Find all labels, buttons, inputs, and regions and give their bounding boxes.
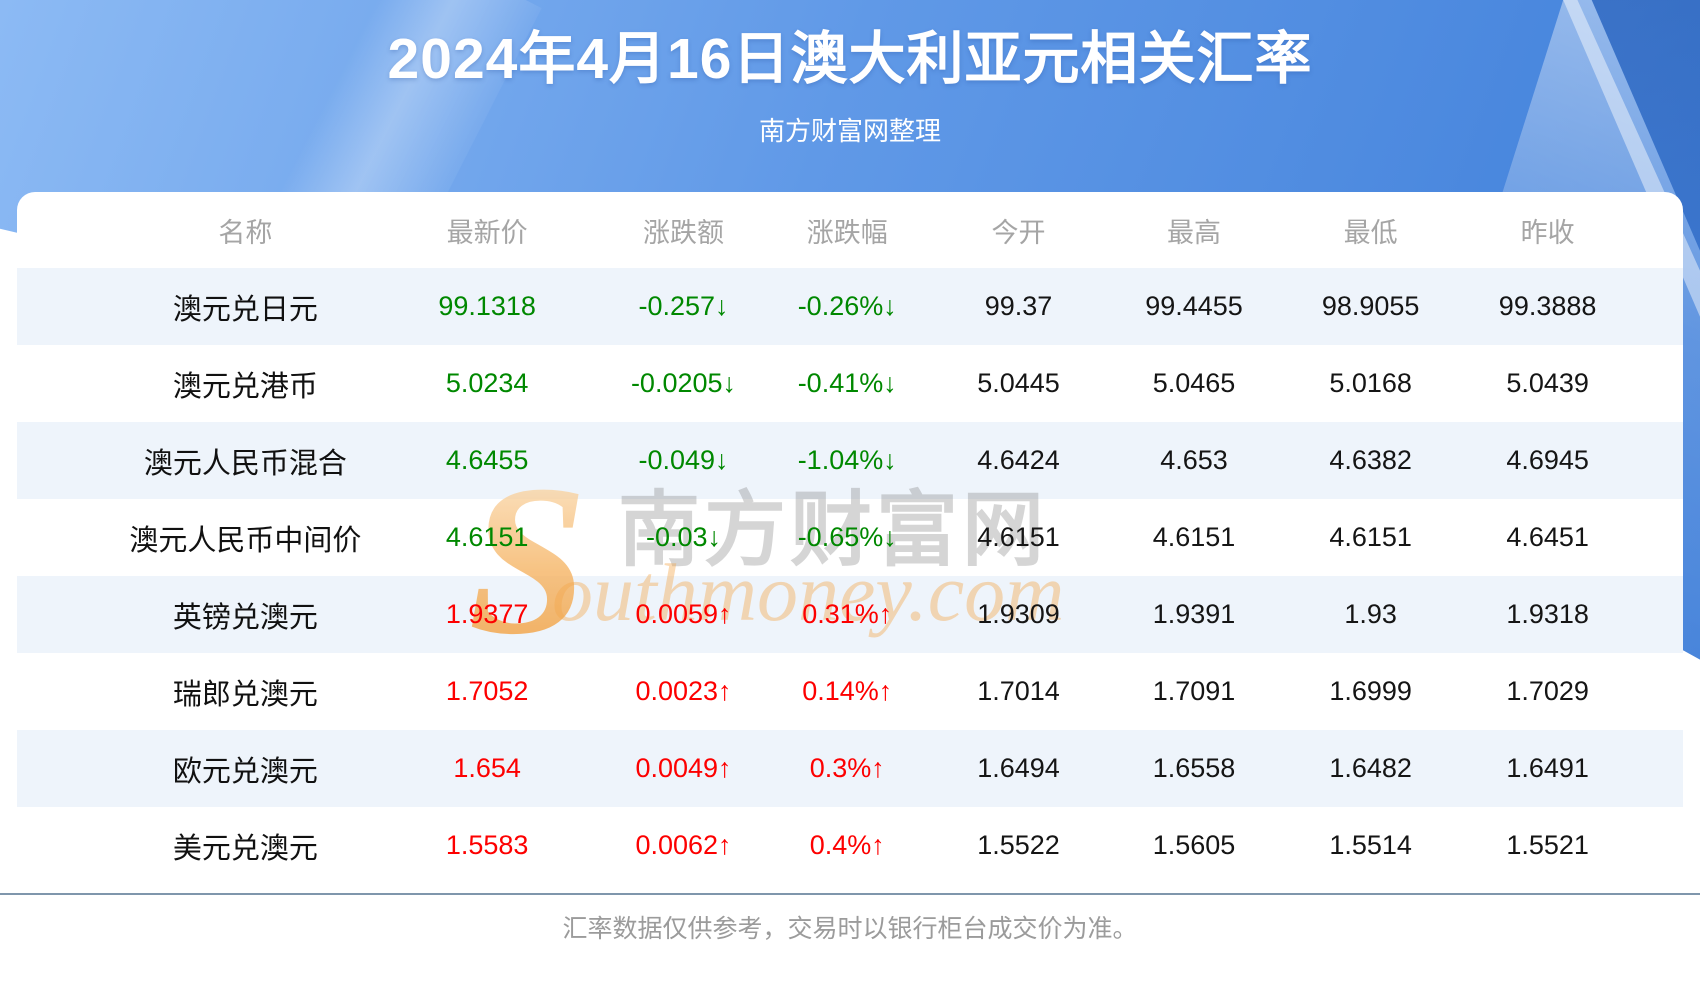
cell-change: -0.0205↓ [630, 368, 737, 398]
table-body: 澳元兑日元 99.1318 -0.257↓ -0.26%↓ 99.37 99.4455 98… [17, 268, 1683, 884]
cell-last: 1.5583 [445, 830, 529, 860]
cell-prev_close: 4.6451 [1506, 522, 1589, 552]
cell-high: 1.9391 [1152, 599, 1236, 629]
cell-low: 1.6999 [1329, 676, 1412, 706]
cell-open: 1.6494 [977, 753, 1060, 783]
cell-name: 澳元人民币混合 [143, 447, 347, 480]
cell-change_pct: 0.3%↑ [809, 753, 885, 783]
column-header-high: 最高 [1167, 217, 1221, 248]
cell-open: 1.9309 [977, 599, 1060, 629]
cell-open: 4.6424 [977, 445, 1060, 475]
cell-prev_close: 1.6491 [1506, 753, 1589, 783]
rates-table-card: 名称 最新价 涨跌额 涨跌幅 今开 最高 最低 昨收 澳元兑日元 99.1318 -0.257↓ -… [17, 192, 1683, 1000]
table-row: 澳元人民币混合 4.6455 -0.049↓ -1.04%↓ 4.6424 4.653 4.… [17, 422, 1683, 499]
table-row: 澳元兑港币 5.0234 -0.0205↓ -0.41%↓ 5.0445 5.0465 5.… [17, 345, 1683, 422]
table-row: 欧元兑澳元 1.654 0.0049↑ 0.3%↑ 1.6494 1.6558 1.6482… [17, 730, 1683, 807]
cell-high: 5.0465 [1152, 368, 1236, 398]
cell-prev_close: 1.7029 [1506, 676, 1589, 706]
cell-change_pct: -0.65%↓ [797, 522, 897, 552]
cell-name: 澳元人民币中间价 [129, 524, 362, 557]
cell-low: 4.6382 [1329, 445, 1412, 475]
cell-low: 1.5514 [1329, 830, 1412, 860]
cell-high: 4.6151 [1152, 522, 1236, 552]
cell-low: 1.6482 [1329, 753, 1412, 783]
column-header-prev_close: 昨收 [1520, 217, 1575, 248]
table-header-row: 名称 最新价 涨跌额 涨跌幅 今开 最高 最低 昨收 [17, 192, 1683, 268]
cell-last: 1.654 [453, 753, 521, 783]
cell-last: 4.6151 [445, 522, 529, 552]
cell-change_pct: -1.04%↓ [797, 445, 897, 475]
cell-change: -0.03↓ [645, 522, 721, 552]
cell-change: -0.049↓ [638, 445, 729, 475]
cell-change_pct: 0.4%↑ [809, 830, 885, 860]
cell-change_pct: 0.31%↑ [802, 599, 893, 629]
column-header-last: 最新价 [446, 217, 528, 248]
cell-low: 1.93 [1344, 599, 1397, 629]
column-header-change: 涨跌额 [642, 217, 724, 248]
cell-open: 5.0445 [977, 368, 1060, 398]
cell-last: 5.0234 [445, 368, 529, 398]
cell-last: 99.1318 [438, 291, 536, 321]
footer-note: 汇率数据仅供参考，交易时以银行柜台成交价为准。 [562, 915, 1138, 943]
cell-name: 美元兑澳元 [172, 832, 318, 865]
cell-name: 瑞郎兑澳元 [172, 678, 318, 711]
cell-low: 4.6151 [1329, 522, 1412, 552]
cell-change: 0.0062↑ [635, 830, 732, 860]
column-header-open: 今开 [991, 217, 1046, 248]
cell-name: 英镑兑澳元 [172, 601, 318, 634]
cell-change: -0.257↓ [638, 291, 729, 321]
cell-prev_close: 1.9318 [1506, 599, 1589, 629]
cell-open: 99.37 [984, 291, 1053, 321]
cell-last: 1.9377 [445, 599, 529, 629]
cell-change_pct: 0.14%↑ [802, 676, 893, 706]
footer: 汇率数据仅供参考，交易时以银行柜台成交价为准。 [0, 893, 1700, 945]
table-row: 澳元人民币中间价 4.6151 -0.03↓ -0.65%↓ 4.6151 4.6151 4… [17, 499, 1683, 576]
cell-name: 澳元兑日元 [172, 293, 318, 326]
cell-change: 0.0059↑ [635, 599, 732, 629]
cell-low: 5.0168 [1329, 368, 1412, 398]
table-row: 美元兑澳元 1.5583 0.0062↑ 0.4%↑ 1.5522 1.5605 1.551… [17, 807, 1683, 884]
cell-high: 1.7091 [1152, 676, 1236, 706]
cell-high: 4.653 [1160, 445, 1228, 475]
page-subtitle: 南方财富网整理 [758, 116, 941, 146]
cell-open: 4.6151 [977, 522, 1060, 552]
column-header-change_pct: 涨跌幅 [806, 217, 888, 248]
table-row: 澳元兑日元 99.1318 -0.257↓ -0.26%↓ 99.37 99.4455 98… [17, 268, 1683, 345]
cell-high: 1.5605 [1152, 830, 1236, 860]
cell-change: 0.0023↑ [635, 676, 732, 706]
cell-prev_close: 4.6945 [1506, 445, 1589, 475]
column-header-name: 名称 [218, 217, 273, 248]
cell-prev_close: 1.5521 [1506, 830, 1589, 860]
table-row: 英镑兑澳元 1.9377 0.0059↑ 0.31%↑ 1.9309 1.9391 1.93… [17, 576, 1683, 653]
cell-change_pct: -0.26%↓ [797, 291, 897, 321]
column-header-low: 最低 [1343, 217, 1398, 248]
cell-name: 欧元兑澳元 [172, 755, 318, 788]
cell-last: 4.6455 [445, 445, 529, 475]
cell-prev_close: 99.3888 [1498, 291, 1597, 321]
cell-high: 99.4455 [1145, 291, 1243, 321]
cell-change_pct: -0.41%↓ [797, 368, 897, 398]
cell-open: 1.5522 [977, 830, 1060, 860]
cell-name: 澳元兑港币 [172, 370, 318, 403]
cell-last: 1.7052 [445, 676, 529, 706]
page-title: 2024年4月16日澳大利亚元相关汇率 [387, 27, 1313, 91]
cell-prev_close: 5.0439 [1506, 368, 1589, 398]
cell-high: 1.6558 [1152, 753, 1236, 783]
cell-change: 0.0049↑ [635, 753, 732, 783]
cell-low: 98.9055 [1321, 291, 1420, 321]
table-row: 瑞郎兑澳元 1.7052 0.0023↑ 0.14%↑ 1.7014 1.7091 1.69… [17, 653, 1683, 730]
cell-open: 1.7014 [977, 676, 1060, 706]
